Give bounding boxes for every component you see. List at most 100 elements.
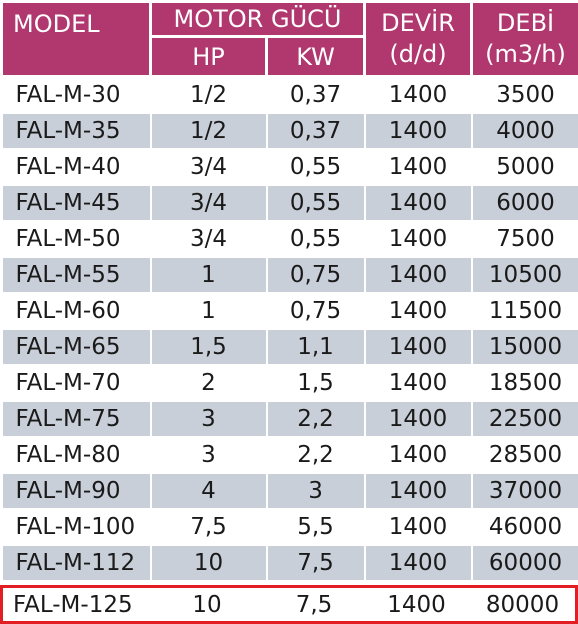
table-body: FAL-M-30 1/2 0,37 1400 3500 FAL-M-35 1/2 0,37 14… xyxy=(0,76,578,582)
header-kw: KW xyxy=(264,35,367,78)
speed-cell: 1400 xyxy=(363,220,473,258)
speed-cell: 1400 xyxy=(363,256,473,294)
flow-cell: 11500 xyxy=(470,292,578,330)
flow-cell: 15000 xyxy=(470,328,578,366)
speed-cell: 1400 xyxy=(363,400,473,438)
model-cell: FAL-M-50 xyxy=(0,220,152,258)
flow-cell: 6000 xyxy=(470,184,578,222)
table-row: FAL-M-70 2 1,5 1400 18500 xyxy=(0,364,578,402)
flow-cell: 10500 xyxy=(470,256,578,294)
table-row: FAL-M-80 3 2,2 1400 28500 xyxy=(0,436,578,474)
hp-cell: 3/4 xyxy=(149,220,268,258)
header-motor-power: MOTOR GÜCÜ xyxy=(148,0,367,38)
hp-cell: 3 xyxy=(149,400,268,438)
hp-cell: 1/2 xyxy=(149,76,268,114)
speed-cell: 1400 xyxy=(363,76,473,114)
speed-cell: 1400 xyxy=(363,328,473,366)
header-model: MODEL xyxy=(0,0,152,78)
header-flow: DEBİ (m3/h) xyxy=(470,0,578,78)
flow-cell: 4000 xyxy=(470,112,578,150)
kw-cell: 0,75 xyxy=(265,292,366,330)
model-cell: FAL-M-80 xyxy=(0,436,152,474)
kw-cell: 0,55 xyxy=(265,148,366,186)
model-cell: FAL-M-100 xyxy=(0,508,152,546)
highlighted-hp-cell: 10 xyxy=(192,591,222,618)
hp-cell: 7,5 xyxy=(149,508,268,546)
speed-cell: 1400 xyxy=(363,508,473,546)
speed-cell: 1400 xyxy=(363,364,473,402)
hp-cell: 2 xyxy=(149,364,268,402)
header-flow-label: DEBİ xyxy=(496,9,555,37)
table-row: FAL-M-50 3/4 0,55 1400 7500 xyxy=(0,220,578,258)
model-cell: FAL-M-40 xyxy=(0,148,152,186)
flow-cell: 22500 xyxy=(470,400,578,438)
speed-cell: 1400 xyxy=(363,184,473,222)
header-speed-label: DEVİR xyxy=(381,9,455,37)
flow-cell: 5000 xyxy=(470,148,578,186)
header-speed: DEVİR (d/d) xyxy=(363,0,474,78)
table-row: FAL-M-65 1,5 1,1 1400 15000 xyxy=(0,328,578,366)
hp-cell: 3/4 xyxy=(149,148,268,186)
table-row: FAL-M-30 1/2 0,37 1400 3500 xyxy=(0,76,578,114)
highlighted-row: FAL-M-125 10 7,5 1400 80000 xyxy=(0,585,578,624)
highlighted-model-cell: FAL-M-125 xyxy=(13,591,133,618)
header-speed-unit: (d/d) xyxy=(389,40,447,68)
table-row: FAL-M-55 1 0,75 1400 10500 xyxy=(0,256,578,294)
kw-cell: 0,75 xyxy=(265,256,366,294)
flow-cell: 37000 xyxy=(470,472,578,510)
speed-cell: 1400 xyxy=(363,112,473,150)
speed-cell: 1400 xyxy=(363,436,473,474)
table-row: FAL-M-40 3/4 0,55 1400 5000 xyxy=(0,148,578,186)
header-hp: HP xyxy=(149,35,268,78)
table-row: FAL-M-112 10 7,5 1400 60000 xyxy=(0,544,578,582)
model-cell: FAL-M-55 xyxy=(0,256,152,294)
hp-cell: 1/2 xyxy=(149,112,268,150)
speed-cell: 1400 xyxy=(363,472,473,510)
flow-cell: 28500 xyxy=(470,436,578,474)
kw-cell: 0,55 xyxy=(265,184,366,222)
model-cell: FAL-M-75 xyxy=(0,400,152,438)
model-cell: FAL-M-65 xyxy=(0,328,152,366)
flow-cell: 60000 xyxy=(470,544,578,582)
model-cell: FAL-M-35 xyxy=(0,112,152,150)
kw-cell: 1,1 xyxy=(265,328,366,366)
kw-cell: 5,5 xyxy=(265,508,366,546)
kw-cell: 0,55 xyxy=(265,220,366,258)
table-row: FAL-M-75 3 2,2 1400 22500 xyxy=(0,400,578,438)
hp-cell: 4 xyxy=(149,472,268,510)
table-row: FAL-M-35 1/2 0,37 1400 4000 xyxy=(0,112,578,150)
flow-cell: 46000 xyxy=(470,508,578,546)
model-cell: FAL-M-45 xyxy=(0,184,152,222)
hp-cell: 1 xyxy=(149,292,268,330)
kw-cell: 2,2 xyxy=(265,400,366,438)
flow-cell: 3500 xyxy=(470,76,578,114)
hp-cell: 3 xyxy=(149,436,268,474)
model-cell: FAL-M-30 xyxy=(0,76,152,114)
hp-cell: 1 xyxy=(149,256,268,294)
kw-cell: 3 xyxy=(265,472,366,510)
highlighted-flow-cell: 80000 xyxy=(485,591,560,618)
header-flow-unit: (m3/h) xyxy=(485,40,566,68)
model-cell: FAL-M-70 xyxy=(0,364,152,402)
kw-cell: 2,2 xyxy=(265,436,366,474)
hp-cell: 10 xyxy=(149,544,268,582)
table-row: FAL-M-100 7,5 5,5 1400 46000 xyxy=(0,508,578,546)
hp-cell: 1,5 xyxy=(149,328,268,366)
flow-cell: 18500 xyxy=(470,364,578,402)
hp-cell: 3/4 xyxy=(149,184,268,222)
kw-cell: 1,5 xyxy=(265,364,366,402)
table-row: FAL-M-45 3/4 0,55 1400 6000 xyxy=(0,184,578,222)
table-header: MODEL MOTOR GÜCÜ DEVİR (d/d) DEBİ (m3/h)… xyxy=(0,0,578,78)
model-cell: FAL-M-112 xyxy=(0,544,152,582)
highlighted-speed-cell: 1400 xyxy=(387,591,446,618)
model-cell: FAL-M-60 xyxy=(0,292,152,330)
flow-cell: 7500 xyxy=(470,220,578,258)
model-cell: FAL-M-90 xyxy=(0,472,152,510)
kw-cell: 0,37 xyxy=(265,112,366,150)
speed-cell: 1400 xyxy=(363,148,473,186)
spec-table: MODEL MOTOR GÜCÜ DEVİR (d/d) DEBİ (m3/h)… xyxy=(0,0,578,582)
kw-cell: 0,37 xyxy=(265,76,366,114)
table-row: FAL-M-90 4 3 1400 37000 xyxy=(0,472,578,510)
table-row: FAL-M-60 1 0,75 1400 11500 xyxy=(0,292,578,330)
